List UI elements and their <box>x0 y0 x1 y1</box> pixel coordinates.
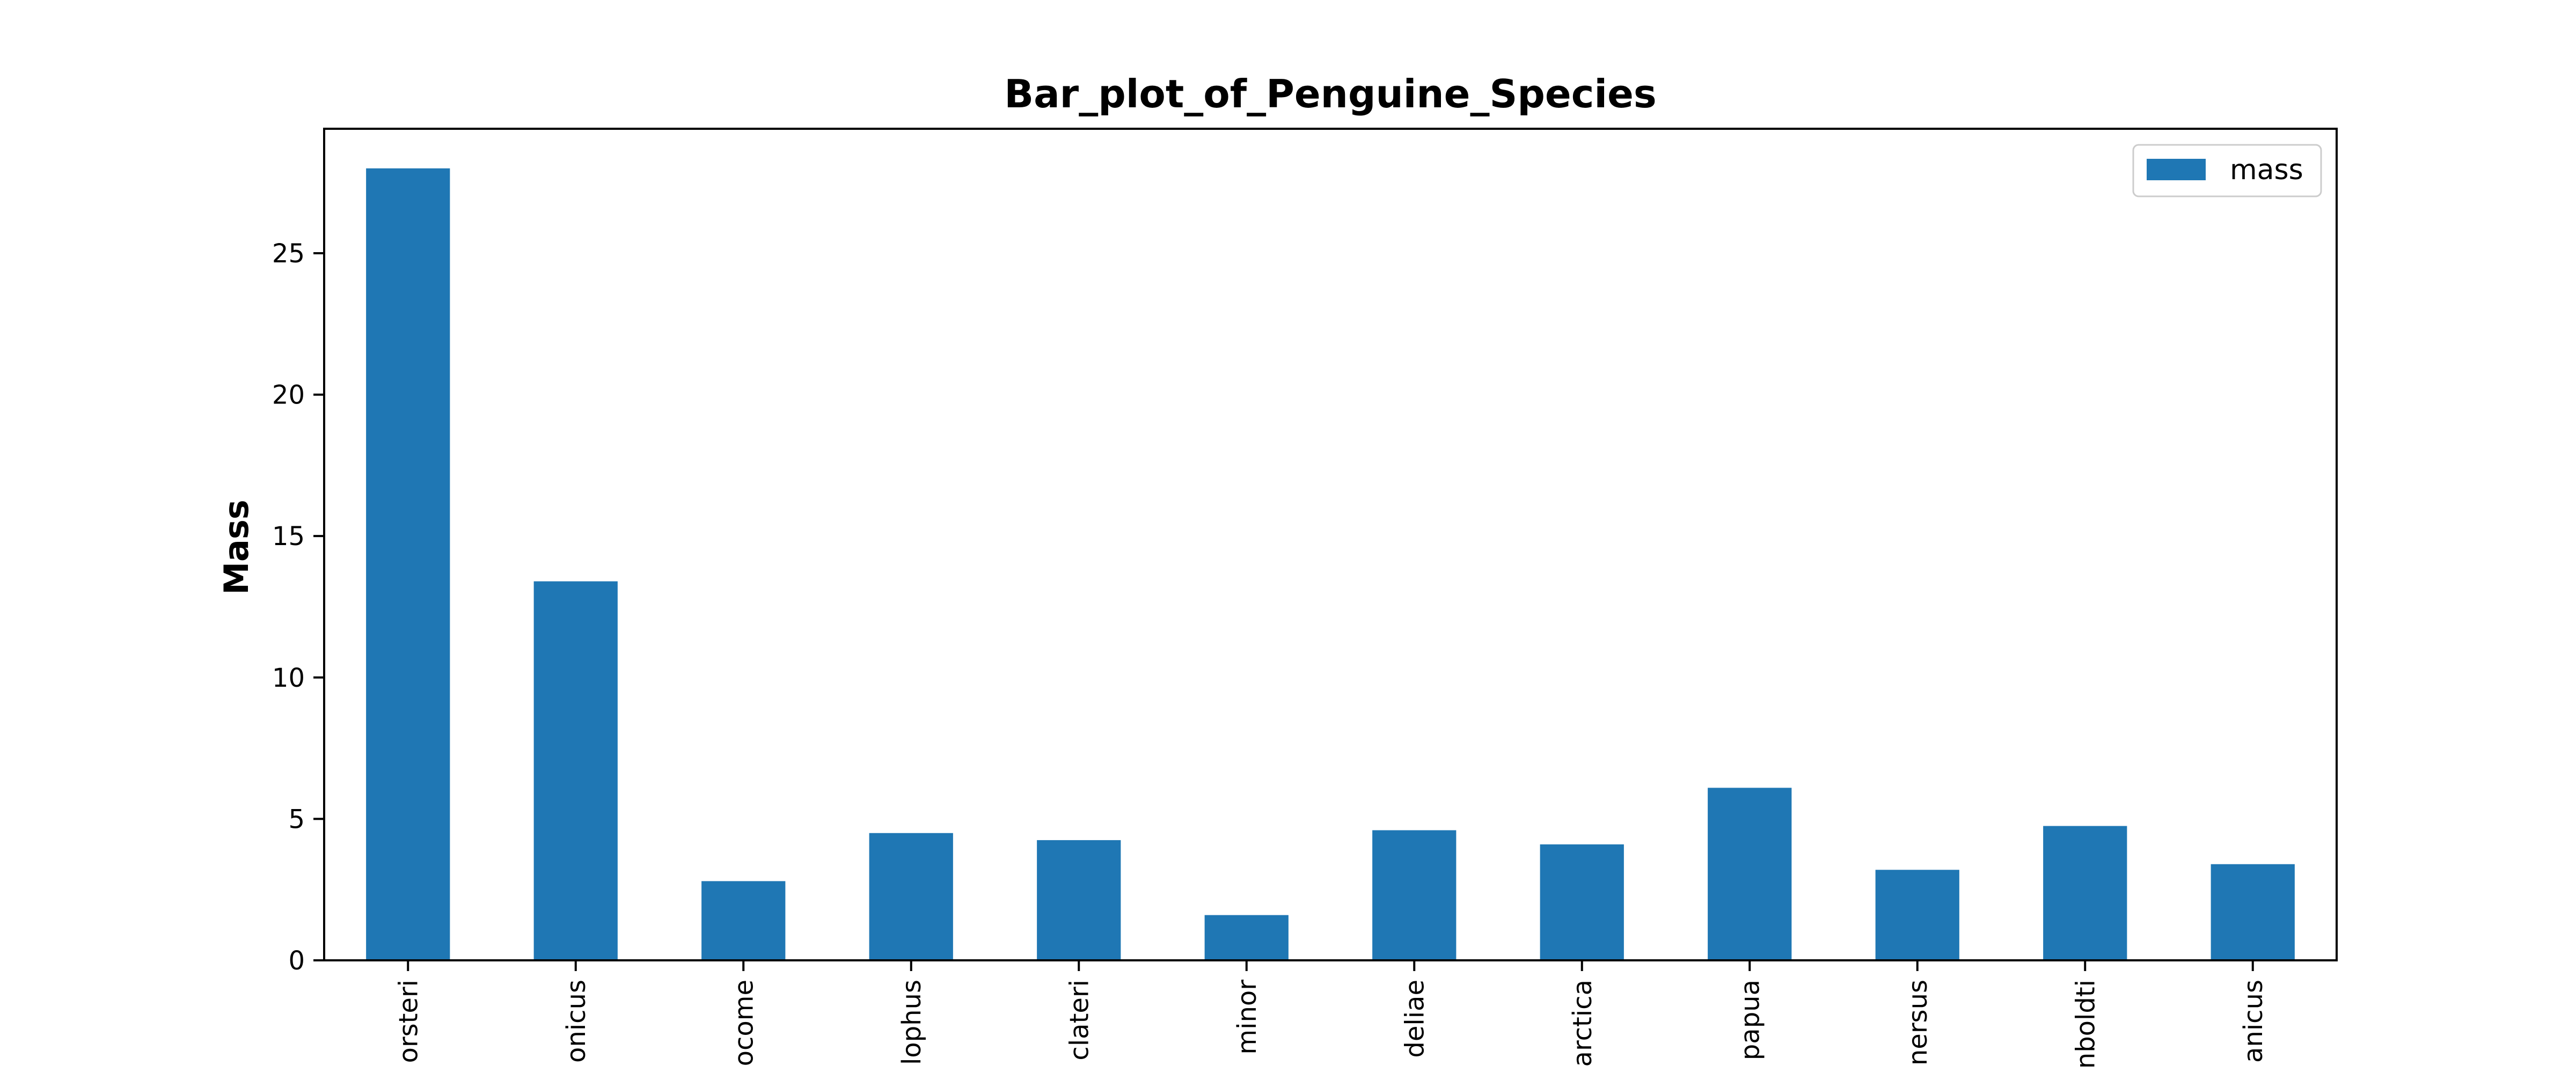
x-tick-label-nboldti: nboldti <box>2070 980 2101 1069</box>
legend-label-mass: mass <box>2230 154 2303 186</box>
y-tick-label: 25 <box>272 239 305 269</box>
x-tick-label-lophus: lophus <box>897 980 927 1065</box>
x-tick-label-nersus: nersus <box>1903 980 1933 1065</box>
x-tick-label-minor: minor <box>1232 980 1262 1055</box>
x-tick-label-deliae: deliae <box>1400 980 1430 1058</box>
chart-title: Bar_plot_of_Penguine_Species <box>1004 71 1657 116</box>
y-tick-label: 15 <box>272 521 305 552</box>
x-tick-label-ocome: ocome <box>729 980 759 1066</box>
bar-lophus <box>869 833 953 960</box>
x-tick-label-orsteri: orsteri <box>393 980 423 1063</box>
bar-orsteri <box>366 168 450 960</box>
bar-onicus <box>533 581 618 960</box>
bar-deliae <box>1372 830 1457 960</box>
legend-box <box>2132 144 2322 197</box>
x-tick-label-onicus: onicus <box>561 980 591 1063</box>
y-axis-label: Mass <box>217 499 256 594</box>
y-tick-label: 5 <box>288 804 305 834</box>
x-tick-label-arctica: arctica <box>1568 980 1598 1067</box>
bar-papua <box>1708 788 1792 960</box>
y-tick-label: 0 <box>288 946 305 976</box>
legend-swatch-mass <box>2147 159 2206 180</box>
bars-group <box>366 168 2295 960</box>
y-tick-label: 20 <box>272 380 305 410</box>
plot-frame <box>323 128 2338 961</box>
y-axis-ticks: 0 5 10 15 20 25 <box>272 239 324 976</box>
x-tick-label-anicus: anicus <box>2238 980 2268 1063</box>
bar-arctica <box>1540 844 1624 960</box>
x-axis-ticks: orsteri onicus ocome lophus clateri minor deli… <box>393 960 2268 1069</box>
bar-nboldti <box>2043 826 2127 960</box>
bar-nersus <box>1875 870 1959 960</box>
x-tick-label-clateri: clateri <box>1064 980 1094 1061</box>
legend: mass <box>2132 144 2322 197</box>
x-tick-label-papua: papua <box>1735 980 1765 1060</box>
y-tick-label: 10 <box>272 663 305 693</box>
bar-anicus <box>2211 864 2295 960</box>
bar-ocome <box>701 881 786 960</box>
bar-minor <box>1204 915 1289 960</box>
bar-clateri <box>1037 840 1121 960</box>
